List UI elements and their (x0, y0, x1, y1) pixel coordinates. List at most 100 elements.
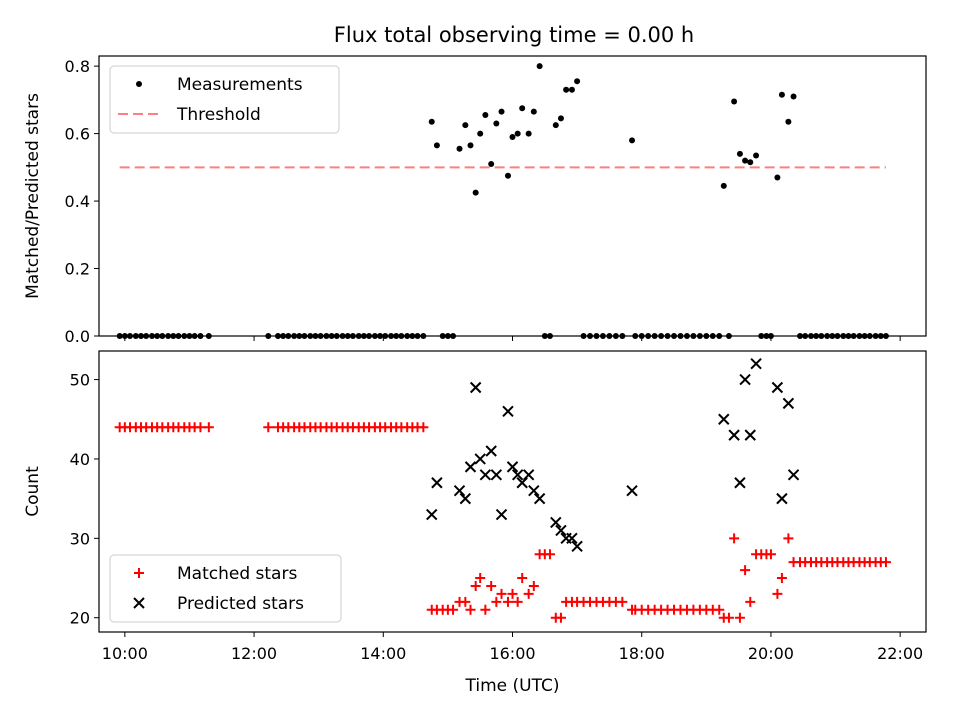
legend-marker (134, 568, 144, 578)
x-tick-label: 16:00 (489, 644, 535, 663)
measurement-point (557, 115, 564, 122)
predicted-star-point (555, 524, 567, 537)
predicted-star-point (533, 492, 546, 505)
predicted-star-point (479, 469, 492, 481)
matched-star-point (783, 533, 794, 544)
matched-star-point (465, 604, 476, 615)
predicted-star-point (485, 445, 497, 457)
predicted-star-point (506, 461, 519, 473)
matched-star-point (502, 596, 513, 607)
measurement-point (462, 122, 469, 129)
matched-star-point (448, 604, 459, 615)
measurement-point (774, 174, 781, 181)
measurement-point (742, 157, 749, 164)
bottom-panel: 20 30 40 50 10:00 12:00 14:00 16:00 18:00 20:00 22… (23, 350, 927, 696)
x-tick-label: 18:00 (619, 644, 665, 663)
predicted-star-point (464, 461, 477, 473)
y-tick-label: 0.8 (65, 57, 90, 76)
matched-star-point (263, 422, 274, 433)
predicted-star-point (734, 477, 746, 489)
predicted-star-point (528, 484, 540, 497)
legend: Matched stars Predicted stars (109, 554, 342, 623)
top-panel: 0.0 0.2 0.4 0.6 0.8 Matched/Predicted stars Me… (23, 55, 927, 346)
matched-star-point (486, 580, 497, 591)
measurement-point (493, 120, 500, 127)
predicted-star-point (469, 381, 482, 394)
matched-star-point (517, 573, 528, 584)
matched-star-point (745, 596, 756, 607)
measurement-point (552, 122, 559, 129)
legend-label: Measurements (177, 75, 303, 95)
predicted-star-point (495, 508, 508, 521)
matched-star-point (203, 422, 214, 433)
predicted-star-point (787, 469, 800, 481)
measurement-point (778, 91, 785, 98)
matched-star-point (523, 588, 534, 599)
measurement-point (504, 172, 511, 179)
legend-label: Matched stars (177, 564, 297, 584)
measurement-point (785, 118, 792, 125)
x-tick-label: 20:00 (748, 644, 794, 663)
measurement-point (467, 142, 474, 149)
measurement-point (629, 137, 636, 144)
predicted-star-point (750, 357, 762, 370)
x-tick-label: 14:00 (360, 644, 406, 663)
x-axis-label: Time (UTC) (465, 676, 560, 696)
matched-star-point (776, 573, 787, 584)
matched-star-point (880, 557, 891, 568)
predicted-star-point (474, 453, 486, 465)
measurement-point (568, 86, 575, 93)
measurement-point (790, 93, 797, 100)
y-tick-label: 0.6 (65, 125, 90, 144)
measurement-point (574, 78, 581, 85)
y-axis-label: Count (23, 466, 43, 517)
measurement-point (498, 108, 505, 115)
measurement-point (433, 142, 440, 149)
matched-star-point (734, 612, 745, 623)
measurement-point (488, 160, 495, 167)
plot-frame (98, 350, 927, 633)
matched-star-point (470, 580, 481, 591)
matched-star-point (491, 596, 502, 607)
matched-star-point (475, 573, 486, 584)
measurement-point (514, 130, 521, 137)
predicted-star-point (728, 429, 740, 441)
predicted-star-point (426, 508, 438, 521)
legend-label: Threshold (176, 105, 261, 125)
measurement-point (563, 86, 570, 93)
predicted-star-point (739, 373, 751, 386)
y-tick-label: 0.4 (65, 192, 90, 211)
legend: Measurements Threshold (109, 65, 340, 134)
measurement-point (482, 112, 489, 119)
y-axis-label: Matched/Predicted stars (23, 93, 43, 299)
measurement-point (747, 159, 754, 166)
matched-star-point (480, 604, 491, 615)
y-tick-label: 0.2 (65, 260, 90, 279)
matched-star-point (765, 549, 776, 560)
predicted-star-point (516, 477, 528, 489)
plot-frame (98, 55, 927, 337)
measurement-point (428, 118, 435, 125)
matched-star-point (544, 549, 555, 560)
matched-star-point (772, 588, 783, 599)
predicted-star-point (771, 381, 784, 394)
matched-star-point (496, 588, 507, 599)
series-predicted-stars (426, 357, 800, 552)
predicted-star-point (782, 397, 795, 410)
measurement-point (472, 189, 479, 196)
y-tick-label: 40 (70, 450, 90, 469)
predicted-star-point (566, 532, 578, 545)
predicted-star-point (626, 484, 638, 497)
measurement-point (525, 130, 532, 137)
predicted-star-point (511, 469, 524, 481)
series-matched-stars (114, 422, 891, 623)
measurement-point (456, 145, 463, 152)
legend-label: Predicted stars (177, 594, 304, 614)
predicted-star-point (718, 413, 730, 425)
predicted-star-point (459, 492, 472, 505)
matched-star-point (195, 422, 206, 433)
measurement-point (720, 182, 727, 189)
legend-marker (133, 597, 145, 609)
predicted-star-point (550, 516, 562, 529)
